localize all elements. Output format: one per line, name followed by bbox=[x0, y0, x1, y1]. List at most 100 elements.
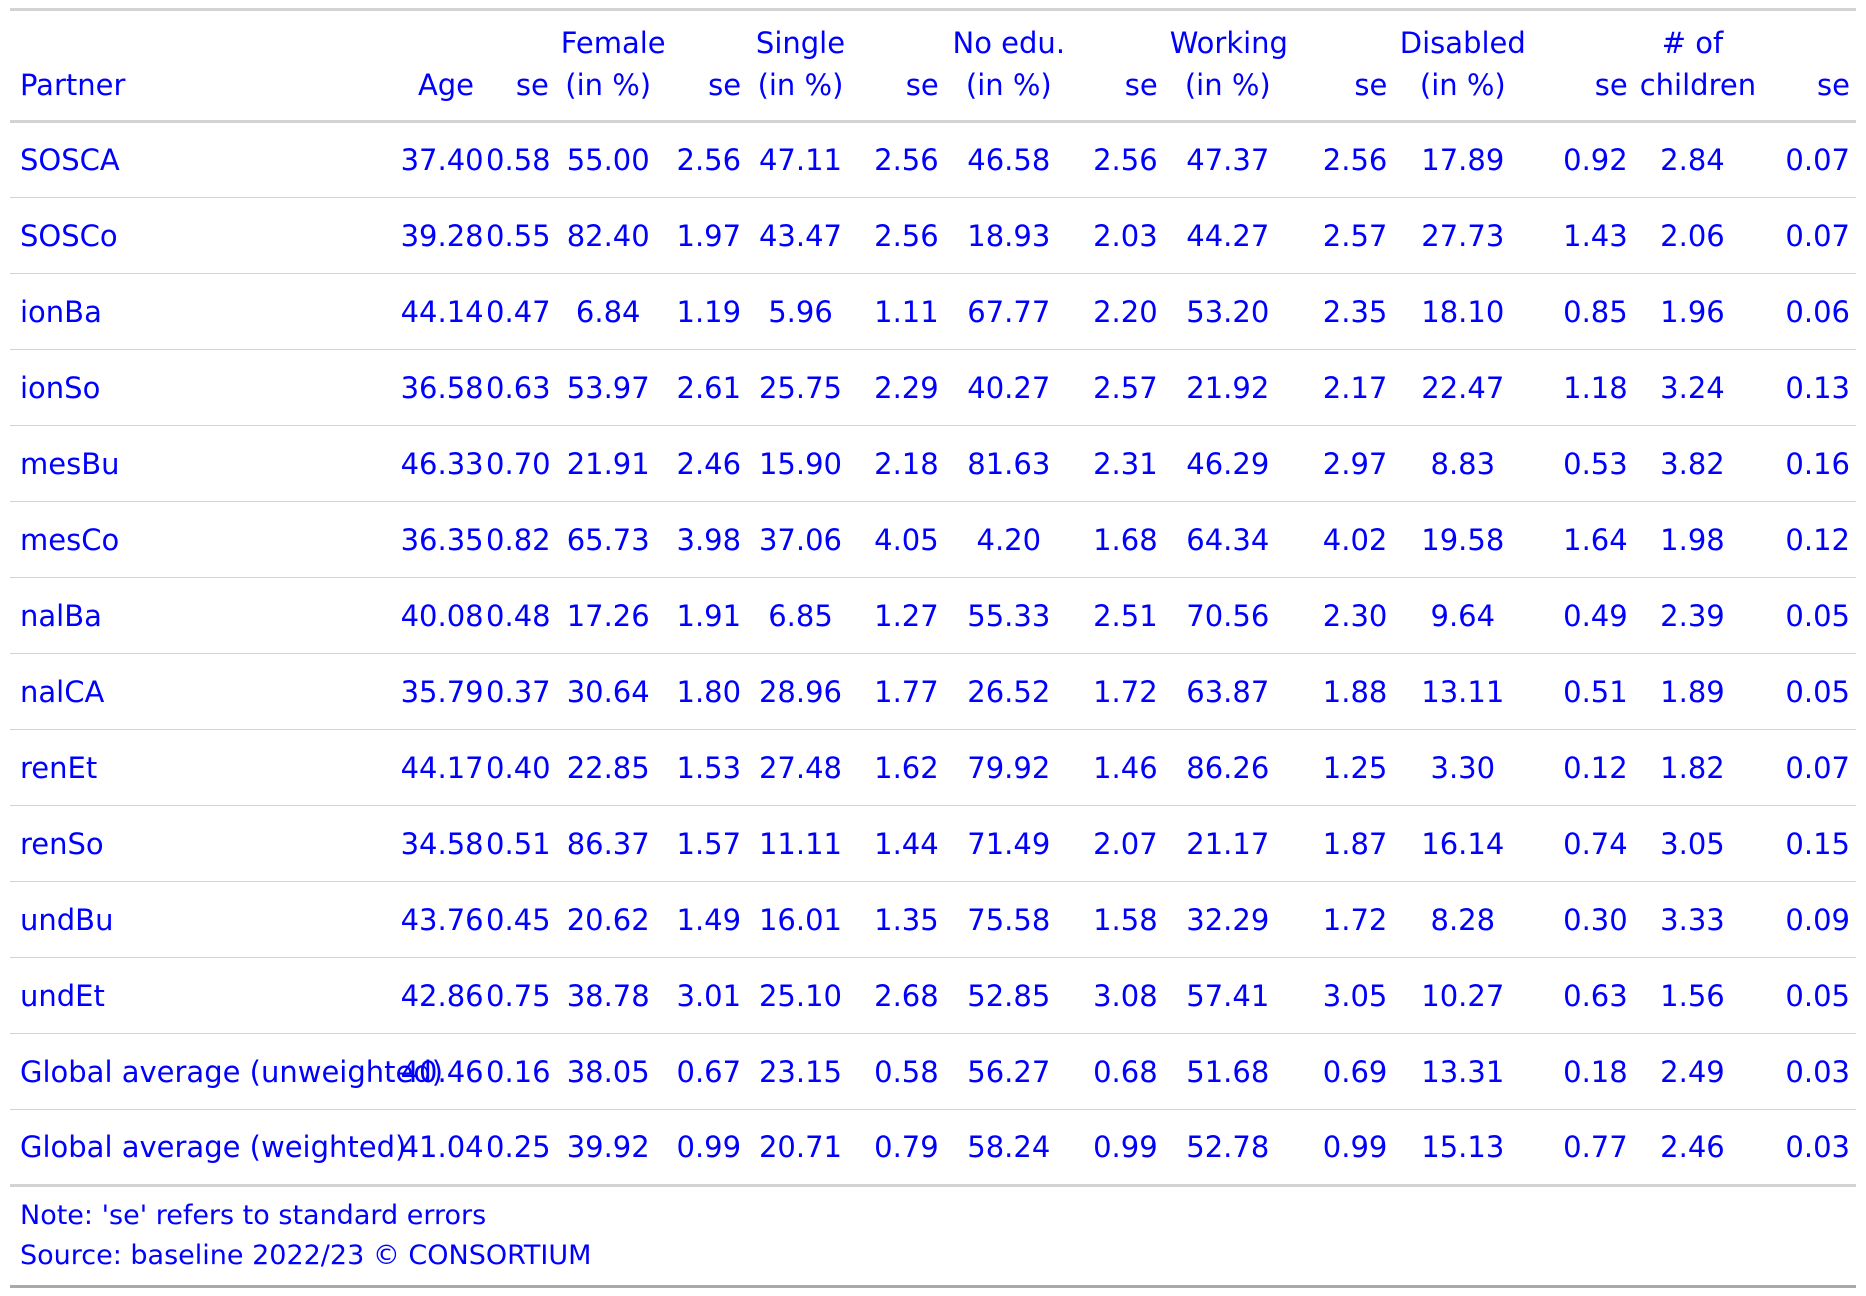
value-cell-age: 34.58 bbox=[400, 826, 484, 861]
value-cell-female: 38.78 bbox=[566, 978, 650, 1013]
value-cell-no-edu-se: 2.07 bbox=[1093, 826, 1158, 861]
value-cell-female: 20.62 bbox=[566, 902, 650, 937]
partner-name-cell: undBu bbox=[20, 902, 114, 937]
value-cell-age: 35.79 bbox=[400, 674, 484, 709]
value-cell-age-se: 0.25 bbox=[486, 1130, 551, 1164]
table-row: undBu 43.76 0.45 20.62 1.49 16.01 1.35 75.58 1.5… bbox=[10, 882, 1856, 958]
value-cell-working-se: 2.17 bbox=[1322, 370, 1388, 405]
table-row: undEt 42.86 0.75 38.78 3.01 25.10 2.68 52.85 3.0… bbox=[10, 958, 1856, 1034]
partner-name-cell: Global average (unweighted) bbox=[20, 1054, 444, 1089]
value-cell-no-edu: 75.58 bbox=[967, 902, 1051, 937]
value-cell-working-se: 2.57 bbox=[1322, 218, 1388, 253]
value-cell-female-se: 3.98 bbox=[676, 522, 742, 557]
partner-name-cell: ionSo bbox=[20, 370, 101, 405]
header-line-2: se bbox=[515, 68, 549, 102]
value-cell-age: 44.17 bbox=[400, 750, 484, 785]
value-cell-disabled-se: 0.74 bbox=[1563, 826, 1628, 861]
value-cell-disabled-se: 0.12 bbox=[1563, 750, 1628, 785]
value-cell-age: 43.76 bbox=[400, 902, 484, 937]
value-cell-female: 65.73 bbox=[566, 522, 650, 557]
value-cell-children: 2.39 bbox=[1660, 598, 1725, 633]
value-cell-female: 55.00 bbox=[566, 143, 650, 177]
value-cell-working-se: 4.02 bbox=[1322, 522, 1388, 557]
column-header-female-se: se bbox=[662, 10, 747, 122]
value-cell-single-se: 0.58 bbox=[874, 1054, 939, 1089]
value-cell-single-se: 4.05 bbox=[874, 522, 939, 557]
value-cell-children-se: 0.07 bbox=[1785, 218, 1850, 253]
partner-name-cell: mesCo bbox=[20, 522, 120, 557]
value-cell-age-se: 0.37 bbox=[486, 674, 551, 709]
value-cell-no-edu-se: 0.68 bbox=[1093, 1054, 1158, 1089]
value-cell-working-se: 1.72 bbox=[1322, 902, 1388, 937]
value-cell-working-se: 1.88 bbox=[1322, 674, 1388, 709]
column-header-disabled-se: se bbox=[1532, 10, 1633, 122]
column-header-age: Age bbox=[395, 10, 480, 122]
value-cell-no-edu-se: 2.03 bbox=[1093, 218, 1158, 253]
value-cell-no-edu: 81.63 bbox=[967, 446, 1051, 481]
value-cell-single-se: 2.18 bbox=[874, 446, 939, 481]
value-cell-children: 2.84 bbox=[1660, 143, 1725, 177]
partner-name-cell: undEt bbox=[20, 978, 105, 1013]
value-cell-age-se: 0.48 bbox=[486, 598, 551, 633]
value-cell-working: 86.26 bbox=[1186, 750, 1270, 785]
table-body: SOSCA 37.40 0.58 55.00 2.56 47.11 2.56 46.58 2.5… bbox=[10, 122, 1856, 1186]
value-cell-children: 3.24 bbox=[1660, 370, 1725, 405]
table-row: ionBa 44.14 0.47 6.84 1.19 5.96 1.11 67.77 2.20 5… bbox=[10, 274, 1856, 350]
table-container: Partner Age se Female (in %) se Single (in %) se… bbox=[10, 8, 1856, 1187]
value-cell-age-se: 0.51 bbox=[486, 826, 551, 861]
header-line-1: Disabled bbox=[1399, 26, 1526, 60]
value-cell-no-edu: 67.77 bbox=[967, 294, 1051, 329]
header-line-1: Female bbox=[560, 26, 666, 60]
value-cell-no-edu-se: 2.51 bbox=[1093, 598, 1158, 633]
value-cell-age-se: 0.45 bbox=[486, 902, 551, 937]
value-cell-single-se: 2.29 bbox=[874, 370, 939, 405]
header-line-1: # of bbox=[1661, 26, 1724, 60]
value-cell-single: 23.15 bbox=[758, 1054, 842, 1089]
value-cell-working-se: 2.97 bbox=[1322, 446, 1388, 481]
value-cell-age: 40.08 bbox=[400, 598, 484, 633]
value-cell-no-edu-se: 2.56 bbox=[1093, 143, 1158, 177]
value-cell-disabled: 19.58 bbox=[1421, 522, 1505, 557]
value-cell-children: 1.96 bbox=[1660, 294, 1725, 329]
value-cell-female: 17.26 bbox=[566, 598, 650, 633]
value-cell-children: 1.98 bbox=[1660, 522, 1725, 557]
header-line-2: Age bbox=[417, 68, 475, 102]
value-cell-female: 53.97 bbox=[566, 370, 650, 405]
value-cell-children-se: 0.15 bbox=[1785, 826, 1850, 861]
value-cell-working: 32.29 bbox=[1186, 902, 1270, 937]
value-cell-disabled-se: 0.63 bbox=[1563, 978, 1628, 1013]
value-cell-disabled-se: 1.64 bbox=[1563, 522, 1628, 557]
value-cell-working: 21.92 bbox=[1186, 370, 1270, 405]
table-row: mesCo 36.35 0.82 65.73 3.98 37.06 4.05 4.20 1.68… bbox=[10, 502, 1856, 578]
value-cell-female-se: 0.99 bbox=[676, 1130, 742, 1164]
column-header-single: Single (in %) bbox=[747, 10, 854, 122]
table-row: Global average (unweighted) 40.46 0.16 38.0… bbox=[10, 1034, 1856, 1110]
value-cell-disabled: 9.64 bbox=[1430, 598, 1496, 633]
footnote-note: Note: 'se' refers to standard errors bbox=[20, 1200, 487, 1231]
value-cell-disabled-se: 0.51 bbox=[1563, 674, 1628, 709]
column-header-female: Female (in %) bbox=[555, 10, 666, 122]
table-row: SOSCA 37.40 0.58 55.00 2.56 47.11 2.56 46.58 2.5… bbox=[10, 122, 1856, 198]
value-cell-female-se: 2.61 bbox=[676, 370, 742, 405]
value-cell-no-edu: 46.58 bbox=[967, 143, 1051, 177]
value-cell-single: 20.71 bbox=[758, 1130, 842, 1164]
value-cell-children: 2.06 bbox=[1660, 218, 1725, 253]
value-cell-age: 36.58 bbox=[400, 370, 484, 405]
value-cell-female-se: 1.80 bbox=[676, 674, 742, 709]
value-cell-no-edu: 71.49 bbox=[967, 826, 1051, 861]
value-cell-disabled: 10.27 bbox=[1421, 978, 1505, 1013]
header-line-2: children bbox=[1639, 68, 1757, 102]
value-cell-female: 30.64 bbox=[566, 674, 650, 709]
value-cell-children: 1.82 bbox=[1660, 750, 1725, 785]
value-cell-working-se: 2.30 bbox=[1322, 598, 1388, 633]
value-cell-no-edu-se: 1.58 bbox=[1093, 902, 1158, 937]
value-cell-age: 41.04 bbox=[400, 1130, 484, 1164]
table-row: renSo 34.58 0.51 86.37 1.57 11.11 1.44 71.49 2.0… bbox=[10, 806, 1856, 882]
header-line-2: se bbox=[1124, 68, 1158, 102]
value-cell-working-se: 1.25 bbox=[1322, 750, 1388, 785]
value-cell-disabled-se: 0.85 bbox=[1563, 294, 1628, 329]
value-cell-working: 44.27 bbox=[1186, 218, 1270, 253]
value-cell-children-se: 0.03 bbox=[1785, 1054, 1850, 1089]
column-header-children: # of children bbox=[1634, 10, 1757, 122]
